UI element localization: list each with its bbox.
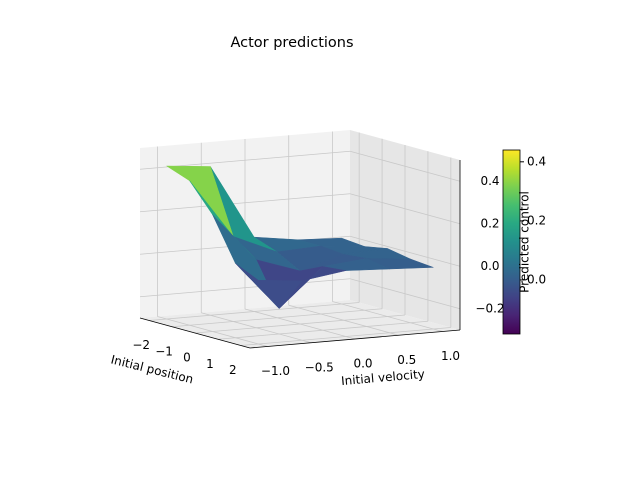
- grid-line: [349, 235, 461, 267]
- chart-title: Actor predictions: [230, 35, 353, 51]
- grid-line: [349, 193, 461, 225]
- x-tick-label: −1: [155, 344, 173, 358]
- x-tick-label: −2: [132, 338, 150, 352]
- colorbar-label: Predicted control: [518, 191, 532, 293]
- y-tick-label: 1.0: [441, 349, 460, 363]
- grid-line: [201, 312, 312, 344]
- z-tick-label: 0.4: [480, 174, 499, 188]
- colorbar-tick-label: 0.0: [527, 272, 546, 286]
- grid-line: [139, 193, 351, 213]
- grid-line: [244, 308, 356, 340]
- axis-line: [249, 329, 461, 349]
- grid-line: [288, 304, 399, 336]
- x-tick-label: 1: [206, 357, 214, 371]
- y-tick-label: 0.5: [397, 353, 416, 367]
- grid-line: [157, 316, 268, 347]
- colorbar: [502, 149, 521, 335]
- axis-line: [139, 317, 251, 349]
- grid-line: [139, 278, 351, 298]
- z-tick-label: 0.0: [480, 259, 499, 273]
- grid-line: [332, 301, 443, 332]
- colorbar-tick-label: 0.2: [527, 213, 546, 227]
- z-tick-label: −0.2: [475, 301, 504, 315]
- y-tick-label: 0.0: [353, 357, 372, 371]
- x-axis-label: Initial position: [109, 352, 194, 386]
- y-tick-label: −0.5: [305, 360, 334, 374]
- surface-patch: [235, 263, 303, 309]
- x-tick-label: 2: [229, 363, 237, 377]
- y-tick-label: −1.0: [261, 364, 290, 378]
- grid-line: [349, 278, 461, 310]
- grid-line: [349, 150, 461, 182]
- colorbar-tick-label: 0.4: [527, 154, 546, 168]
- z-tick-label: 0.2: [480, 216, 499, 230]
- x-tick-label: 0: [183, 351, 191, 365]
